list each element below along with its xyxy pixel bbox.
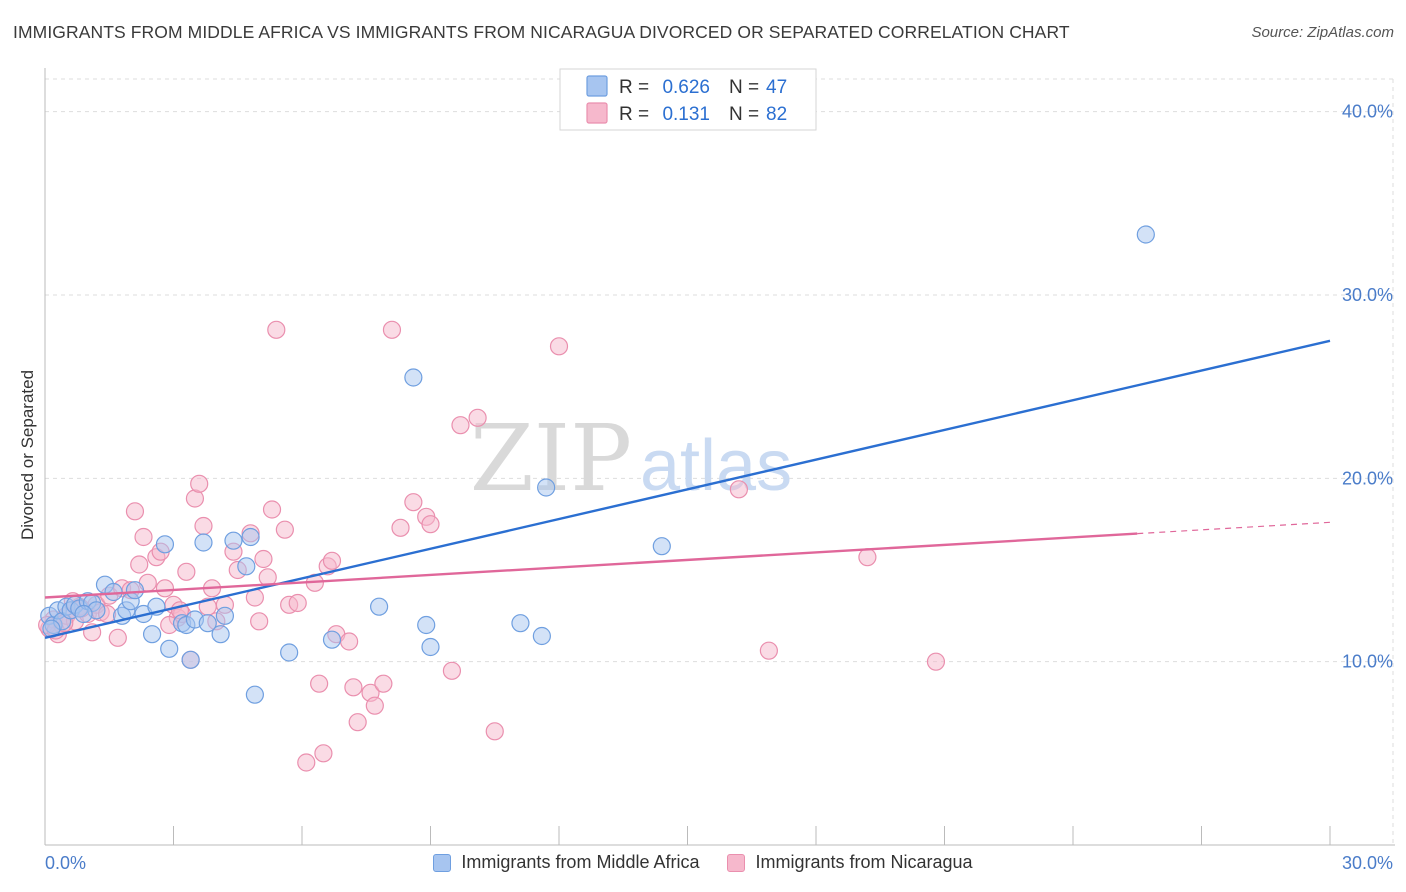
point-nicaragua [310,674,329,693]
point-nicaragua [451,416,470,435]
point-nicaragua [340,632,359,651]
legend-n-label-middle-africa: N = [729,77,759,98]
point-nicaragua [130,555,149,574]
point-nicaragua [391,518,410,537]
legend-swatch-nicaragua [586,102,608,124]
point-nicaragua [322,551,342,570]
point-middle-africa [74,604,93,624]
legend-swatch-nicaragua-bottom [727,853,746,872]
trend-line-nicaragua-extension [1137,521,1331,535]
point-middle-africa [215,606,234,625]
trend-lines [44,339,1331,640]
point-nicaragua [125,502,145,521]
trend-line-nicaragua [44,532,1138,599]
point-nicaragua [759,641,778,660]
point-middle-africa [237,557,256,576]
point-nicaragua [250,612,269,631]
point-nicaragua [177,562,196,581]
y-tick-label: 40.0% [1342,102,1393,122]
bottom-legend: Immigrants from Middle Africa Immigrants… [0,852,1406,873]
legend-n-value-middle-africa: 47 [766,77,787,98]
point-nicaragua [404,493,423,512]
point-middle-africa [160,639,179,658]
point-nicaragua [190,474,209,493]
point-nicaragua [267,320,286,339]
y-tick-label: 10.0% [1342,652,1393,672]
top-legend: R = 0.626 N = 47 R = 0.131 N = 82 [559,68,817,131]
point-nicaragua [254,549,273,569]
point-nicaragua [374,674,393,693]
chart-title: IMMIGRANTS FROM MIDDLE AFRICA VS IMMIGRA… [13,22,1070,42]
point-middle-africa [194,533,213,552]
point-nicaragua [365,696,384,715]
source-label: Source: ZipAtlas.com [1251,24,1394,41]
point-nicaragua [155,579,175,598]
point-middle-africa [511,614,530,633]
point-nicaragua [297,753,316,772]
point-nicaragua [549,337,569,356]
point-nicaragua [468,408,487,427]
legend-label-nicaragua: Immigrants from Nicaragua [755,852,973,872]
point-middle-africa [652,537,671,556]
point-nicaragua [858,548,877,567]
point-nicaragua [288,593,307,613]
point-middle-africa [241,527,260,547]
point-middle-africa [125,581,145,600]
y-tick-label: 30.0% [1342,285,1393,305]
point-nicaragua [194,516,213,536]
point-nicaragua [926,652,946,671]
point-middle-africa [421,637,440,657]
point-middle-africa [245,685,264,704]
y-tick-label: 20.0% [1342,468,1393,488]
legend-n-label-nicaragua: N = [729,104,759,125]
series-middle-africa-points [40,225,1155,704]
point-nicaragua [344,678,363,697]
point-middle-africa [198,614,217,633]
point-middle-africa [370,597,389,616]
point-nicaragua [729,480,749,499]
point-nicaragua [485,722,504,741]
tick-labels: 10.0% 20.0% 30.0% 40.0% 0.0% 30.0% [45,102,1393,873]
legend-item-nicaragua: Immigrants from Nicaragua [727,852,973,873]
series-nicaragua-points [38,320,946,772]
point-nicaragua [262,500,282,519]
watermark-atlas: atlas [640,426,792,506]
x-tick-label-min: 0.0% [45,853,86,873]
point-nicaragua [134,527,153,547]
point-middle-africa [404,368,423,387]
axes [44,68,1395,846]
legend-r-value-middle-africa: 0.626 [662,77,710,98]
point-middle-africa [532,626,551,646]
x-tick-label-max: 30.0% [1342,853,1393,873]
point-nicaragua [421,515,440,534]
point-nicaragua [348,713,367,732]
legend-swatch-middle-africa-bottom [433,853,452,872]
point-nicaragua [382,320,402,339]
legend-r-label-middle-africa: R = [619,77,649,98]
point-nicaragua [275,520,294,539]
legend-swatch-middle-africa [586,75,608,97]
legend-n-value-nicaragua: 82 [766,104,787,125]
point-middle-africa [537,478,556,497]
point-nicaragua [442,661,462,680]
point-middle-africa [181,650,200,669]
legend-label-middle-africa: Immigrants from Middle Africa [461,852,700,872]
point-middle-africa [280,643,299,662]
point-middle-africa [211,625,230,644]
point-middle-africa [224,531,243,550]
watermark-zip: ZIP [470,405,632,512]
point-middle-africa [1136,225,1155,244]
point-middle-africa [417,615,436,635]
point-nicaragua [108,628,127,647]
trend-line-middle-africa [44,339,1331,640]
legend-r-label-nicaragua: R = [619,104,649,125]
point-middle-africa [155,535,175,554]
point-middle-africa [322,630,342,649]
legend-r-value-nicaragua: 0.131 [662,104,710,125]
legend-item-middle-africa: Immigrants from Middle Africa [433,852,699,873]
point-nicaragua [314,744,333,763]
point-middle-africa [142,625,162,644]
